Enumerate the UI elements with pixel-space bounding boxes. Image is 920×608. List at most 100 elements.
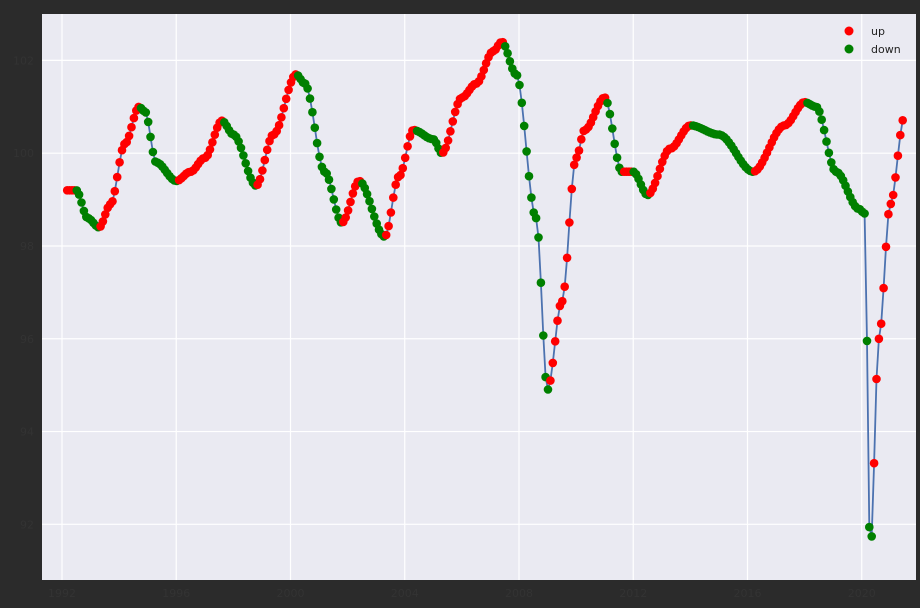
point-up xyxy=(210,130,220,139)
point-down xyxy=(605,109,615,119)
point-up xyxy=(386,208,396,217)
data-points-layer xyxy=(62,37,907,541)
x-tick-label: 1996 xyxy=(162,587,190,600)
point-up xyxy=(396,170,405,180)
point-up xyxy=(869,458,879,468)
y-tick-label: 102 xyxy=(13,54,34,67)
point-up xyxy=(653,171,662,181)
x-tick-label: 2000 xyxy=(276,587,304,600)
point-down xyxy=(543,385,553,394)
point-down xyxy=(505,57,515,66)
point-down xyxy=(860,209,869,218)
point-up xyxy=(565,218,574,227)
point-up xyxy=(876,319,886,329)
point-up xyxy=(888,190,898,200)
point-down xyxy=(303,84,312,93)
point-down xyxy=(610,139,619,149)
point-down xyxy=(531,213,541,223)
point-down xyxy=(867,532,876,541)
legend-label-up: up xyxy=(871,25,885,38)
point-down xyxy=(608,124,617,133)
point-up xyxy=(274,120,284,130)
point-down xyxy=(141,108,151,117)
point-down xyxy=(315,152,324,162)
point-up xyxy=(284,85,293,95)
point-up xyxy=(281,94,291,104)
x-tick-label: 2004 xyxy=(391,587,419,600)
x-tick-label: 2012 xyxy=(619,587,647,600)
point-down xyxy=(515,80,524,90)
point-down xyxy=(365,196,374,206)
point-down xyxy=(312,138,322,148)
point-up xyxy=(558,296,567,306)
point-up xyxy=(874,334,884,344)
plot-area xyxy=(42,14,916,580)
point-up xyxy=(341,213,351,222)
y-tick-label: 92 xyxy=(20,518,34,531)
point-up xyxy=(279,103,289,113)
point-down xyxy=(327,184,336,194)
point-up xyxy=(400,153,410,163)
point-down xyxy=(241,159,250,168)
point-up xyxy=(343,206,353,215)
grid-layer xyxy=(42,14,916,580)
point-up xyxy=(896,130,905,140)
point-up xyxy=(260,155,270,165)
point-up xyxy=(127,122,136,132)
point-up xyxy=(346,197,355,207)
point-up xyxy=(110,186,120,196)
y-tick-label: 96 xyxy=(20,333,34,346)
point-down xyxy=(74,190,84,199)
point-down xyxy=(239,151,248,160)
point-up xyxy=(569,160,579,170)
point-down xyxy=(329,195,339,204)
point-up xyxy=(560,282,569,292)
point-up xyxy=(891,173,900,182)
point-down xyxy=(143,117,153,127)
point-up xyxy=(98,217,108,226)
point-down xyxy=(236,143,246,153)
point-down xyxy=(536,278,546,288)
point-down xyxy=(827,158,836,167)
point-up xyxy=(881,242,891,252)
tick-labels-layer: 1992 1996 2000 2004 2008 2012 2016 2020 92 94 96 98… xyxy=(13,54,876,600)
point-up xyxy=(108,197,117,206)
point-up xyxy=(574,146,584,155)
point-down xyxy=(331,205,341,214)
point-up xyxy=(277,113,286,122)
point-up xyxy=(403,142,412,151)
point-down xyxy=(527,193,536,202)
point-up xyxy=(389,193,398,202)
point-down xyxy=(310,123,320,132)
point-down xyxy=(503,49,512,58)
point-down xyxy=(77,198,86,207)
x-tick-label: 2016 xyxy=(733,587,761,600)
point-up xyxy=(546,376,555,385)
x-tick-label: 1992 xyxy=(48,587,76,600)
point-up xyxy=(879,283,888,293)
legend-marker-down xyxy=(844,44,854,54)
point-up xyxy=(205,145,215,154)
point-up xyxy=(577,135,586,144)
point-up xyxy=(384,221,393,231)
point-up xyxy=(112,172,122,182)
point-up xyxy=(381,230,391,240)
point-down xyxy=(824,148,834,158)
point-down xyxy=(817,115,826,124)
point-down xyxy=(519,121,529,131)
point-up xyxy=(898,116,907,125)
point-up xyxy=(886,199,896,209)
point-down xyxy=(517,98,527,108)
point-up xyxy=(443,136,453,145)
point-up xyxy=(655,164,665,174)
point-up xyxy=(262,145,272,155)
point-down xyxy=(500,42,510,51)
point-down xyxy=(370,212,379,221)
point-down xyxy=(148,147,158,157)
point-down xyxy=(865,522,874,532)
point-up xyxy=(650,178,660,188)
point-down xyxy=(243,166,253,176)
y-tick-label: 98 xyxy=(20,240,34,253)
y-tick-label: 100 xyxy=(13,147,34,160)
